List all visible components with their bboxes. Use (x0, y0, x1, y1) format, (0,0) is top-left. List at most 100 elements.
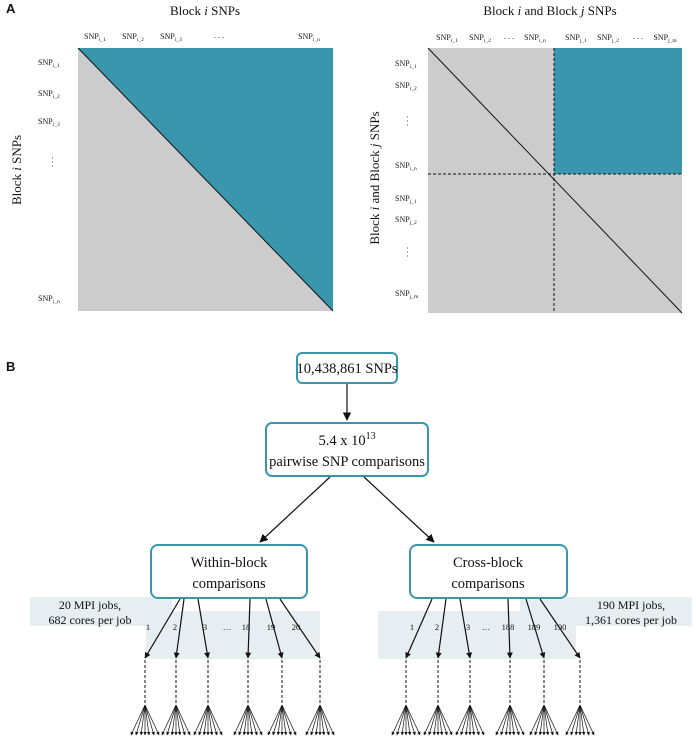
panel-a-letter: A (6, 1, 16, 16)
left-row-label: SNPi_3 (38, 117, 60, 128)
core-fan-arrow (423, 704, 439, 736)
core-fan-arrow (543, 704, 554, 736)
snps-count-text: 10,438,861 SNPs (296, 361, 397, 377)
core-fan (193, 704, 223, 736)
core-fan-arrow (437, 704, 448, 736)
right-matrix-title: Block i and Block j SNPs (483, 3, 616, 18)
right-row-label: SNPj_2 (395, 215, 417, 226)
core-fan-arrow (281, 704, 288, 736)
core-fan-arrow (405, 704, 416, 736)
core-fan-arrow (574, 704, 581, 736)
right-col-ellipsis: . . . (504, 32, 514, 41)
core-fan (233, 704, 263, 736)
core-fan-arrow (405, 704, 412, 736)
core-fan-arrow (500, 704, 511, 736)
within-block-label: comparisons (192, 576, 266, 592)
right-diagonal (427, 47, 683, 314)
within-block-box (150, 544, 308, 599)
core-fan-arrow (198, 704, 209, 736)
core-fan-arrow (281, 704, 297, 736)
core-fan-arrow (144, 704, 155, 736)
cross-branch-arrow (539, 598, 581, 659)
right-cross-block-region (554, 48, 682, 174)
core-fan-arrow (144, 704, 151, 736)
within-branch-number: 19 (267, 622, 276, 632)
cross-branch-number: 3 (466, 622, 470, 632)
core-fan (130, 704, 160, 736)
core-fan-arrow (504, 704, 511, 736)
core-fan-arrow (495, 704, 511, 736)
core-fan-arrow (242, 704, 249, 736)
core-fan (391, 704, 421, 736)
core-fan-arrow (207, 704, 214, 736)
left-row-label: SNPi_n (38, 294, 60, 305)
core-fan-arrow (207, 704, 218, 736)
core-fan-arrow (319, 704, 335, 736)
left-y-axis-label: Block i SNPs (9, 135, 24, 205)
right-row-label: SNPj_m (395, 289, 419, 300)
cross-branch-arrow (405, 598, 433, 659)
core-fan (495, 704, 525, 736)
cross-block-label: comparisons (451, 576, 525, 592)
cross-branch-arrow (435, 598, 447, 659)
core-fan-arrow (437, 704, 444, 736)
arrow-to-within-block (259, 476, 331, 543)
core-fan-arrow (432, 704, 439, 736)
core-fan-arrow (314, 704, 321, 736)
core-fan-arrow (579, 704, 590, 736)
core-fan-arrow (469, 704, 476, 736)
within-branch-number: 3 (203, 622, 207, 632)
cross-branch-number: 1 (410, 622, 414, 632)
core-fan (423, 704, 453, 736)
panel-b-letter: B (6, 359, 15, 374)
core-fan-arrow (469, 704, 485, 736)
core-fan-arrow (139, 704, 146, 736)
within-branch-arrow (265, 598, 284, 659)
cross-branch-arrow (525, 598, 546, 659)
core-fan-arrow (281, 704, 292, 736)
pairwise-comparisons-count: 5.4 x 1013 (318, 431, 375, 449)
left-matrix-title: Block i SNPs (170, 3, 240, 18)
core-fan-arrow (202, 704, 209, 736)
core-fan-arrow (534, 704, 545, 736)
core-fan-arrow (135, 704, 146, 736)
core-fan-arrow (455, 704, 471, 736)
cross-branch-number: 190 (554, 622, 567, 632)
core-fan-arrow (166, 704, 177, 736)
core-fan-arrow (175, 704, 186, 736)
core-fan-arrow (538, 704, 545, 736)
right-col-label: SNPj_m (653, 33, 677, 44)
core-fan (529, 704, 559, 736)
within-block-label: Within-block (191, 555, 268, 571)
core-fan (455, 704, 485, 736)
core-fan-arrow (579, 704, 586, 736)
core-fan-arrow (565, 704, 581, 736)
cross-branch-number: 189 (528, 622, 541, 632)
within-branch-ellipsis: … (223, 622, 232, 632)
core-fan (267, 704, 297, 736)
left-diagonal (77, 47, 334, 312)
snps-count-box (296, 352, 398, 384)
left-row-label: SNPi_1 (38, 58, 60, 69)
right-row-label: SNPj_1 (395, 194, 417, 205)
core-fan-arrow (509, 704, 520, 736)
right-col-label: SNPj_2 (597, 33, 619, 44)
core-fan-arrow (391, 704, 407, 736)
core-fan (161, 704, 191, 736)
left-row-label: SNPi_2 (38, 89, 60, 100)
core-fan-arrow (175, 704, 191, 736)
cross-branches: 1 2 3 … 188 189 190 (405, 598, 581, 659)
core-fan-arrow (400, 704, 407, 736)
right-matrix: Block i and Block j SNPs SNPi_1 SNPi_2 .… (367, 3, 683, 314)
core-fan-arrow (247, 704, 254, 736)
cross-block-box (409, 544, 568, 599)
within-branch-number: 18 (242, 622, 251, 632)
core-fan-arrow (267, 704, 283, 736)
within-branch-number: 20 (292, 622, 301, 632)
within-branch-arrow (245, 598, 252, 659)
core-fan (565, 704, 595, 736)
cross-branch-arrow (506, 598, 513, 659)
core-fan-arrow (233, 704, 249, 736)
cross-branch-arrow (459, 598, 473, 659)
right-row-label: SNPi_n (395, 161, 417, 172)
